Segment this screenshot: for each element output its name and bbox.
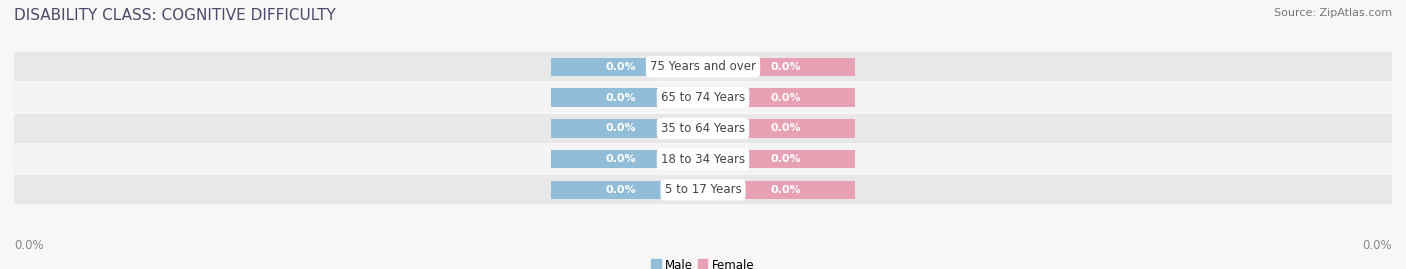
Text: 0.0%: 0.0% — [770, 185, 801, 195]
Text: 0.0%: 0.0% — [605, 62, 636, 72]
Text: 65 to 74 Years: 65 to 74 Years — [661, 91, 745, 104]
Bar — [551, 119, 689, 137]
Bar — [551, 150, 689, 168]
Bar — [14, 175, 1392, 204]
Bar — [717, 119, 855, 137]
Text: 0.0%: 0.0% — [14, 239, 44, 252]
Bar — [551, 89, 689, 107]
Bar — [551, 180, 689, 199]
Bar — [717, 89, 855, 107]
Text: Source: ZipAtlas.com: Source: ZipAtlas.com — [1274, 8, 1392, 18]
Legend: Male, Female: Male, Female — [647, 254, 759, 269]
Text: 35 to 64 Years: 35 to 64 Years — [661, 122, 745, 135]
Bar — [717, 180, 855, 199]
Text: 0.0%: 0.0% — [605, 185, 636, 195]
Bar — [14, 83, 1392, 112]
Text: 0.0%: 0.0% — [605, 154, 636, 164]
Text: 0.0%: 0.0% — [770, 62, 801, 72]
Bar — [14, 114, 1392, 143]
Bar — [717, 58, 855, 76]
Bar — [717, 150, 855, 168]
Text: 75 Years and over: 75 Years and over — [650, 60, 756, 73]
Text: 18 to 34 Years: 18 to 34 Years — [661, 153, 745, 166]
Text: 0.0%: 0.0% — [605, 93, 636, 102]
Text: 0.0%: 0.0% — [770, 93, 801, 102]
Bar — [14, 52, 1392, 82]
Text: 0.0%: 0.0% — [1362, 239, 1392, 252]
Text: 0.0%: 0.0% — [770, 123, 801, 133]
Text: 5 to 17 Years: 5 to 17 Years — [665, 183, 741, 196]
Bar — [551, 58, 689, 76]
Text: DISABILITY CLASS: COGNITIVE DIFFICULTY: DISABILITY CLASS: COGNITIVE DIFFICULTY — [14, 8, 336, 23]
Text: 0.0%: 0.0% — [770, 154, 801, 164]
Text: 0.0%: 0.0% — [605, 123, 636, 133]
Bar — [14, 144, 1392, 174]
